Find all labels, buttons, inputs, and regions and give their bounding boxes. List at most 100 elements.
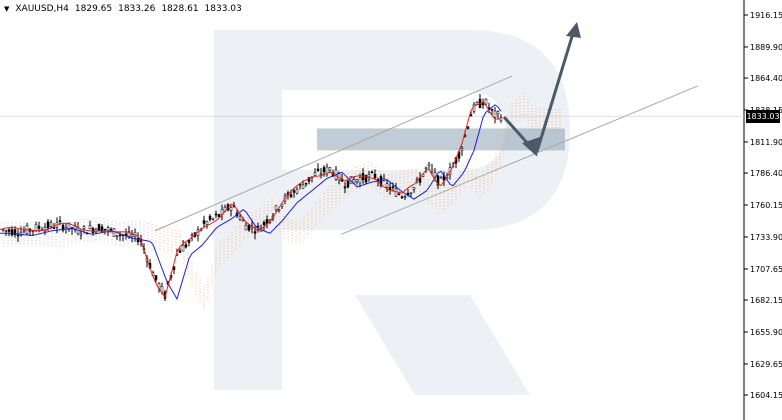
- symbol-label: XAUUSD,H4: [15, 4, 69, 14]
- candle-body: [229, 207, 233, 211]
- candle-body: [211, 218, 215, 220]
- y-tick-label: 1864.40: [750, 74, 782, 83]
- candle-body: [484, 99, 488, 105]
- candle-body: [7, 229, 11, 232]
- candle-body: [130, 234, 134, 237]
- candle-body: [373, 174, 377, 179]
- y-tick-label: 1889.90: [750, 43, 782, 52]
- candle-body: [49, 222, 53, 227]
- candle-body: [181, 244, 185, 252]
- candle-body: [106, 227, 110, 231]
- candle-body: [100, 226, 104, 233]
- candle-body: [4, 229, 8, 232]
- y-tick-label: 1604.15: [750, 391, 782, 400]
- candle-body: [34, 224, 38, 231]
- candle-body: [46, 221, 50, 229]
- high-value: 1833.26: [118, 4, 156, 14]
- candle-body: [16, 234, 20, 237]
- forecast-arrow-down-head: [522, 136, 540, 157]
- candle-body: [52, 227, 56, 229]
- candle-body: [61, 224, 65, 231]
- candle-body: [409, 192, 413, 195]
- candle-body: [430, 169, 434, 172]
- candle-body: [247, 224, 251, 231]
- forecast-arrow-up[interactable]: [535, 29, 576, 153]
- candle-body: [58, 220, 62, 222]
- candle-body: [277, 209, 281, 212]
- candle-body: [238, 216, 242, 220]
- candle-body: [313, 172, 317, 176]
- candle-body: [400, 196, 404, 199]
- candle-body: [91, 228, 95, 233]
- candle-body: [466, 126, 470, 129]
- candle-body: [154, 275, 158, 281]
- candle-body: [346, 180, 350, 188]
- candle-body: [391, 186, 395, 188]
- candle-body: [370, 171, 374, 174]
- candle-body: [289, 194, 293, 197]
- y-tick-label: 1786.40: [750, 169, 782, 178]
- candle-body: [352, 179, 356, 184]
- candle-body: [1, 229, 5, 231]
- dropdown-triangle-icon[interactable]: ▼: [4, 5, 10, 13]
- candle-body: [43, 227, 47, 232]
- candle-body: [109, 228, 113, 231]
- candle-body: [187, 240, 191, 243]
- candle-body: [241, 219, 245, 222]
- candle-body: [262, 221, 266, 225]
- candle-body: [274, 205, 278, 211]
- candle-body: [424, 167, 428, 170]
- candle-body: [316, 168, 320, 171]
- candle-body: [37, 226, 41, 229]
- candle-body: [493, 110, 497, 118]
- forecast-arrow-up-head: [566, 22, 581, 38]
- candle-body: [322, 167, 326, 173]
- candle-body: [325, 166, 329, 174]
- candle-body: [343, 186, 347, 189]
- candle-body: [79, 233, 83, 236]
- candle-body: [244, 224, 248, 231]
- y-tick-label: 1760.15: [750, 201, 782, 210]
- candle-body: [208, 215, 212, 220]
- candle-body: [88, 225, 92, 229]
- candle-body: [412, 187, 416, 190]
- candle-body: [397, 193, 401, 196]
- channel-lower-line[interactable]: [340, 85, 699, 235]
- candle-body: [328, 167, 332, 171]
- channel-upper-line[interactable]: [154, 75, 513, 232]
- candle-body: [292, 190, 296, 193]
- y-tick-label: 1682.15: [750, 296, 782, 305]
- y-tick-label: 1629.65: [750, 360, 782, 369]
- candle-body: [460, 148, 464, 151]
- candle-body: [214, 213, 218, 216]
- candle-body: [205, 221, 209, 225]
- current-price-label: 1833.03: [746, 110, 780, 123]
- candle-body: [178, 250, 182, 253]
- y-tick-label: 1707.65: [750, 265, 782, 274]
- candle-body: [301, 184, 305, 189]
- candle-body: [385, 183, 389, 188]
- kijun-line: [0, 104, 502, 301]
- y-tick-label: 1733.90: [750, 233, 782, 242]
- candle-body: [184, 244, 188, 248]
- candle-body: [253, 231, 257, 234]
- candle-body: [496, 111, 500, 115]
- tenkan-line: [0, 101, 502, 299]
- candle-body: [403, 196, 407, 198]
- y-tick-label: 1916.15: [750, 11, 782, 20]
- candle-body: [82, 226, 86, 229]
- candle-body: [190, 234, 194, 237]
- candle-body: [427, 163, 431, 166]
- candle-body: [202, 220, 206, 224]
- candle-body: [10, 229, 14, 236]
- candle-body: [439, 177, 443, 179]
- candle-body: [355, 179, 359, 183]
- candle-body: [319, 173, 323, 175]
- candle-body: [295, 189, 299, 194]
- candle-body: [22, 230, 26, 233]
- candle-body: [256, 225, 260, 228]
- watermark-logo-leg: [355, 295, 530, 395]
- candle-body: [13, 229, 17, 235]
